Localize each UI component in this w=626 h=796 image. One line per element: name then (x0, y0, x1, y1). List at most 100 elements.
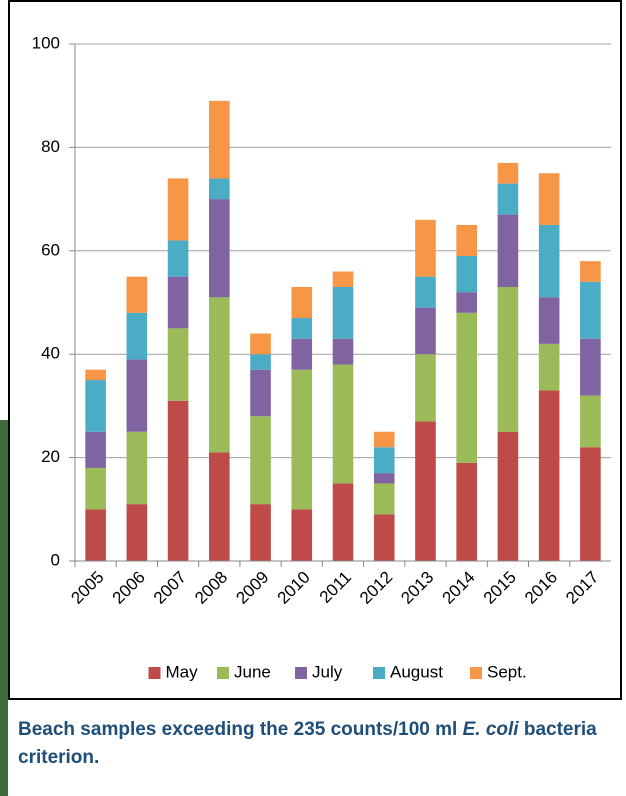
legend-swatch (470, 667, 482, 679)
bar-segment (456, 462, 477, 561)
bar-segment (497, 431, 519, 561)
bar-segment (332, 364, 354, 484)
legend-swatch (148, 667, 161, 679)
bar-segment (167, 328, 189, 401)
bar-segment (209, 297, 230, 453)
legend-swatch (217, 667, 229, 679)
bar-segment (580, 395, 601, 448)
bar-segment (167, 276, 189, 329)
x-tick-label: 2007 (150, 568, 190, 608)
bar-segment (167, 240, 189, 277)
bar-segment (209, 452, 230, 561)
bar-segment (332, 271, 354, 287)
bar-segment (126, 431, 148, 505)
bar-segment (209, 199, 230, 298)
bar-segment (85, 467, 106, 510)
bar-segment (373, 431, 395, 448)
bar-segment (332, 286, 354, 339)
x-tick-label: 2017 (562, 568, 602, 608)
bar-segment (209, 178, 230, 200)
bar-segment (580, 447, 601, 561)
x-tick-label: 2013 (397, 568, 437, 608)
bar-segment (497, 162, 519, 184)
x-tick-label: 2016 (521, 568, 561, 608)
x-tick-label: 2009 (232, 568, 272, 608)
bar-segment (291, 369, 313, 510)
legend-label: August (390, 662, 443, 681)
bar-segment (415, 219, 436, 277)
bar-segment (373, 514, 395, 561)
bar-segment (291, 286, 313, 319)
bar-segment (456, 224, 477, 256)
bar-segment (415, 276, 436, 308)
x-tick-label: 2014 (439, 568, 479, 608)
y-tick-label: 80 (41, 137, 60, 156)
x-tick-label: 2015 (480, 568, 520, 608)
legend-swatch (373, 667, 385, 679)
y-tick-label: 20 (41, 447, 60, 466)
x-tick-label: 2012 (356, 568, 396, 608)
bar-segment (415, 307, 436, 355)
bar-segment (538, 173, 560, 225)
bar-segment (291, 338, 313, 370)
bar-segment (85, 431, 106, 468)
bar-segment (456, 255, 477, 293)
bar-segment (580, 281, 601, 339)
bar-segment (250, 333, 271, 355)
y-tick-label: 0 (51, 550, 60, 569)
bar-segment (373, 447, 395, 474)
bar-segment (250, 504, 271, 561)
y-tick-label: 100 (32, 33, 60, 52)
x-tick-label: 2008 (191, 568, 231, 608)
bar-segment (538, 297, 560, 344)
bar-segment (85, 369, 106, 381)
legend-label: Sept. (487, 662, 527, 681)
bar-segment (167, 400, 189, 561)
legend-swatch (295, 667, 307, 679)
caption-text: bacteria criterion. (18, 719, 597, 768)
legend-label: June (234, 662, 271, 681)
frame (8, 0, 622, 700)
bar-segment (538, 343, 560, 391)
bar-segment (85, 380, 106, 432)
bar-segment (456, 292, 477, 313)
bar-segment (415, 421, 436, 561)
bar-segment (291, 509, 313, 561)
bar-segment (538, 390, 560, 561)
x-tick-label: 2011 (316, 568, 355, 607)
legend-label: May (166, 662, 199, 681)
bar-segment (373, 483, 395, 515)
legend-label: July (312, 662, 343, 681)
bar-segment (167, 178, 189, 241)
bar-segment (415, 354, 436, 422)
x-tick-label: 2005 (67, 568, 107, 608)
y-tick-label: 60 (41, 240, 60, 259)
y-tick-label: 40 (41, 344, 60, 363)
bar-segment (332, 483, 354, 561)
bar-segment (580, 261, 601, 282)
bar-segment (126, 359, 148, 432)
bar-segment (126, 312, 148, 360)
bar-segment (497, 183, 519, 215)
chart: 0 20 40 60 80 100 2005 2006 2007 2008 2009 2010 2011… (8, 0, 622, 700)
bar-segment (250, 369, 271, 417)
x-tick-label: 2006 (109, 568, 149, 608)
bar-segment (126, 504, 148, 561)
bar-segment (497, 286, 519, 432)
bar-segment (85, 509, 106, 561)
bar-segment (126, 276, 148, 313)
caption-text: Beach samples exceeding the 235 counts/1… (18, 719, 463, 740)
bar-segment (332, 338, 354, 365)
caption: Beach samples exceeding the 235 counts/1… (18, 716, 608, 772)
bar-segment (497, 214, 519, 287)
bar-segment (291, 318, 313, 339)
bar-segment (250, 416, 271, 505)
bar-segment (373, 473, 395, 484)
bar-segment (580, 338, 601, 396)
side-strip (0, 420, 8, 796)
bar-segment (456, 312, 477, 463)
bar-segment (538, 224, 560, 298)
bar-segment (250, 354, 271, 370)
x-tick-label: 2010 (274, 568, 314, 608)
